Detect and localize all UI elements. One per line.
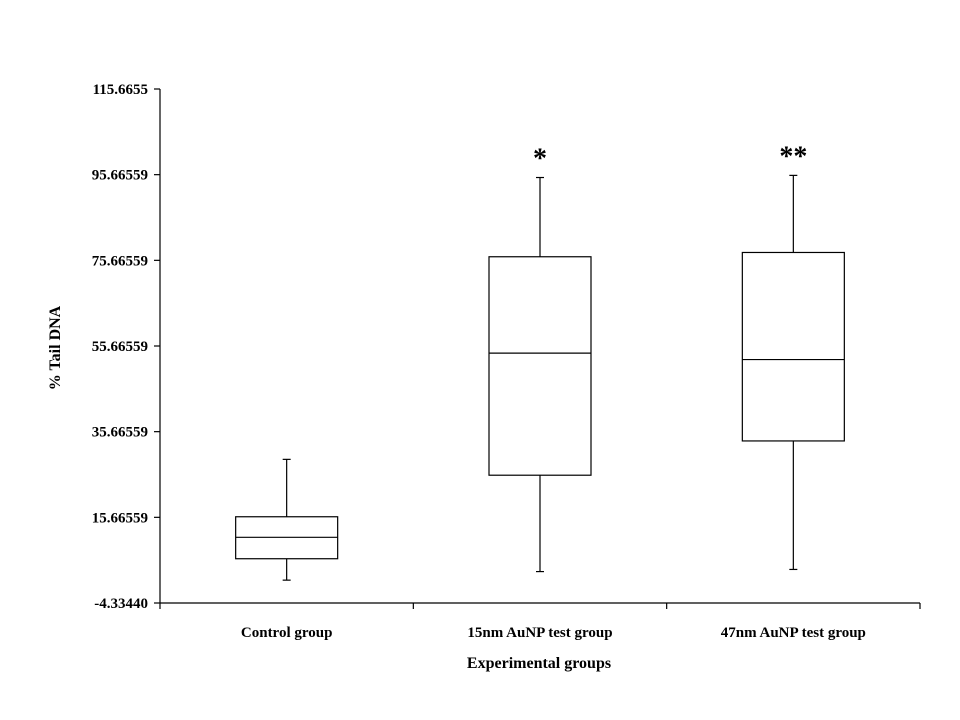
iqr-box [741, 251, 845, 442]
significance-marker: ** [779, 141, 807, 172]
y-tick-label: 15.66559 [92, 510, 148, 526]
y-axis-title: % Tail DNA [47, 305, 64, 390]
x-axis: Control group 15nm AuNP test group 47nm Au… [159, 602, 921, 641]
x-category-label: Control group [241, 625, 333, 641]
x-category-label: 47nm AuNP test group [721, 625, 866, 641]
y-tick-label: 35.66559 [92, 425, 148, 441]
y-tick-label: -4.33440 [94, 596, 148, 612]
box-1 [235, 458, 339, 581]
y-tick-label: 115.6655 [93, 82, 148, 98]
box-3: ** [741, 141, 845, 571]
y-tick-label: 75.66559 [92, 253, 148, 269]
box-2: * [488, 144, 592, 573]
y-tick-label: 55.66559 [92, 339, 148, 355]
boxes: * ** [235, 141, 845, 581]
y-tick-label: 95.66559 [92, 168, 148, 184]
iqr-box [488, 256, 592, 476]
significance-marker: * [533, 144, 547, 175]
y-axis: 115.6655 95.66559 75.66559 55.66559 35.66559… [92, 82, 161, 612]
x-category-label: 15nm AuNP test group [467, 625, 612, 641]
x-axis-title: Experimental groups [467, 655, 611, 672]
